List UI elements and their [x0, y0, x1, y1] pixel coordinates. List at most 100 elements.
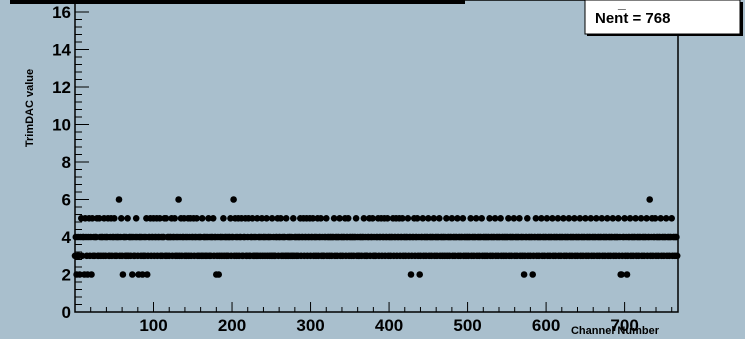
data-point: [609, 215, 617, 222]
x-tick-label: 500: [453, 316, 481, 335]
y-tick-label: 14: [52, 41, 71, 60]
data-point: [384, 215, 391, 222]
data-point: [598, 215, 606, 222]
y-tick-label: 2: [62, 266, 71, 285]
data-point: [662, 215, 670, 222]
data-markers: [71, 196, 681, 278]
y-tick-label: 6: [62, 191, 71, 210]
data-point: [118, 215, 125, 222]
stats-entries: Nent = 768: [595, 10, 670, 27]
data-point: [268, 215, 276, 222]
data-point: [352, 215, 360, 222]
data-point: [88, 271, 95, 278]
data-point: [565, 215, 573, 222]
x-tick-label: 700: [610, 316, 638, 335]
data-point: [198, 215, 206, 222]
data-point: [538, 215, 545, 222]
data-point: [258, 215, 266, 222]
data-point: [277, 215, 285, 222]
y-tick-label: 8: [62, 153, 71, 172]
data-point: [651, 215, 659, 222]
data-point: [673, 233, 680, 241]
data-point: [205, 215, 212, 222]
data-point: [344, 215, 352, 222]
data-point: [621, 215, 628, 222]
data-point: [520, 271, 528, 278]
x-tick-label: 100: [139, 316, 167, 335]
data-point: [637, 215, 645, 222]
data-point: [336, 215, 343, 222]
data-point: [416, 271, 424, 278]
data-point: [129, 271, 136, 278]
data-point: [543, 215, 551, 222]
data-point: [111, 215, 118, 222]
data-point: [253, 215, 261, 222]
data-point: [290, 215, 297, 222]
plot-frame: [74, 0, 679, 313]
data-point: [89, 215, 96, 222]
data-point: [529, 271, 536, 278]
data-point: [472, 215, 480, 222]
data-point: [230, 196, 237, 203]
data-point: [309, 215, 317, 222]
data-point: [132, 215, 140, 222]
data-point: [193, 215, 200, 222]
data-point: [227, 215, 234, 222]
data-point: [96, 215, 103, 222]
x-tick-label: 200: [218, 316, 246, 335]
y-tick-label: 0: [62, 303, 71, 322]
data-point: [443, 215, 450, 222]
data-point: [549, 215, 556, 222]
data-point: [582, 215, 589, 222]
data-point: [317, 215, 325, 222]
data-point: [478, 215, 486, 222]
stats-box: _ Nent = 768: [584, 0, 743, 36]
data-point: [459, 215, 467, 222]
data-point: [643, 215, 650, 222]
data-point: [220, 215, 227, 222]
x-tick-label: 300: [296, 316, 324, 335]
data-point: [587, 215, 595, 222]
data-point: [436, 215, 443, 222]
data-point: [171, 215, 178, 222]
data-point: [505, 215, 512, 222]
data-point: [119, 271, 127, 278]
data-point: [604, 215, 611, 222]
data-point: [414, 215, 421, 222]
axes: 0 2 4 6 8 10 12 14 16 100 200 300 400 500 600 700: [52, 3, 673, 335]
data-point: [593, 215, 600, 222]
data-point: [282, 215, 290, 222]
data-point: [143, 271, 151, 278]
title-strip: [10, 0, 465, 4]
data-point: [139, 271, 146, 278]
y-tick-label: 10: [52, 116, 71, 135]
y-tick-label: 12: [52, 78, 71, 97]
data-point: [486, 215, 493, 222]
data-point: [425, 215, 432, 222]
data-point: [407, 271, 415, 278]
data-point: [497, 215, 504, 222]
data-point: [115, 196, 123, 203]
data-point: [76, 271, 83, 278]
data-point: [524, 215, 531, 222]
data-point: [323, 215, 330, 222]
x-tick-label: 400: [375, 316, 403, 335]
data-point: [623, 271, 631, 278]
data-point: [615, 215, 622, 222]
data-point: [78, 252, 86, 260]
data-point: [162, 215, 170, 222]
data-point: [454, 215, 461, 222]
y-tick-label: 4: [62, 228, 72, 247]
data-point: [430, 215, 438, 222]
data-point: [448, 215, 456, 222]
data-point: [632, 215, 639, 222]
stats-name-fragment: _: [617, 0, 626, 11]
data-point: [399, 215, 406, 222]
data-point: [330, 215, 338, 222]
data-point: [360, 215, 368, 222]
data-point: [156, 215, 164, 222]
data-point: [369, 215, 376, 222]
data-point: [419, 215, 427, 222]
data-point: [673, 252, 681, 260]
